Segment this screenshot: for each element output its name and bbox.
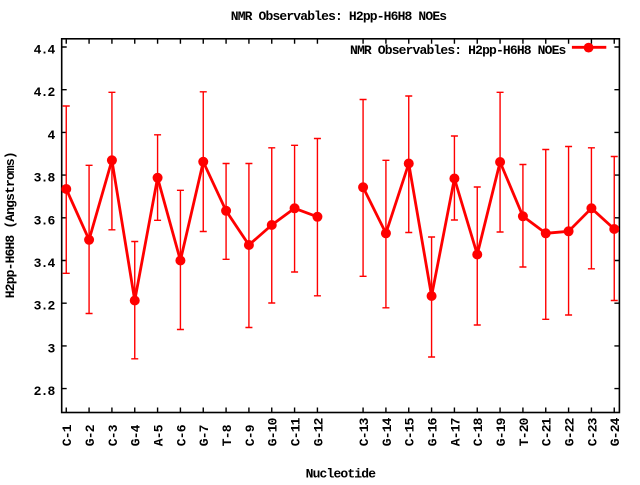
svg-text:C-21: C-21 [540,417,555,446]
svg-text:C-23: C-23 [585,417,600,446]
svg-text:G-7: G-7 [197,425,212,446]
svg-text:Nucleotide: Nucleotide [306,467,377,481]
svg-text:T-20: T-20 [517,417,532,446]
svg-text:C-18: C-18 [471,417,486,446]
svg-text:NMR Observables: H2pp-H6H8 NOE: NMR Observables: H2pp-H6H8 NOEs [350,43,567,58]
svg-text:4: 4 [48,128,56,143]
svg-text:G-24: G-24 [608,417,623,446]
svg-text:C-6: C-6 [174,424,189,446]
svg-text:2.8: 2.8 [34,384,56,399]
svg-text:C-11: C-11 [289,417,304,446]
svg-text:C-9: C-9 [243,424,258,446]
svg-text:4.2: 4.2 [34,85,56,100]
svg-text:C-15: C-15 [403,417,418,446]
svg-text:4.4: 4.4 [34,43,56,58]
svg-text:G-19: G-19 [494,417,509,446]
svg-text:3.8: 3.8 [34,171,56,186]
svg-text:3.4: 3.4 [34,256,56,271]
svg-text:A-17: A-17 [448,418,463,446]
svg-text:C-13: C-13 [357,417,372,446]
svg-text:G-14: G-14 [380,417,395,446]
svg-text:G-10: G-10 [266,417,281,446]
svg-text:C-1: C-1 [60,424,75,446]
svg-text:NMR Observables: H2pp-H6H8 NOE: NMR Observables: H2pp-H6H8 NOEs [231,9,448,24]
svg-text:G-16: G-16 [426,417,441,446]
svg-text:G-22: G-22 [563,417,578,446]
svg-text:T-8: T-8 [220,424,235,446]
svg-text:G-2: G-2 [83,424,98,446]
svg-text:G-4: G-4 [129,424,144,446]
svg-text:3.2: 3.2 [34,299,56,314]
svg-text:G-12: G-12 [311,417,326,446]
svg-text:H2pp-H6H8 (Angstroms): H2pp-H6H8 (Angstroms) [3,152,18,298]
svg-text:C-3: C-3 [106,424,121,446]
svg-text:3: 3 [48,341,56,356]
svg-text:A-5: A-5 [152,424,167,446]
svg-text:3.6: 3.6 [34,213,56,228]
